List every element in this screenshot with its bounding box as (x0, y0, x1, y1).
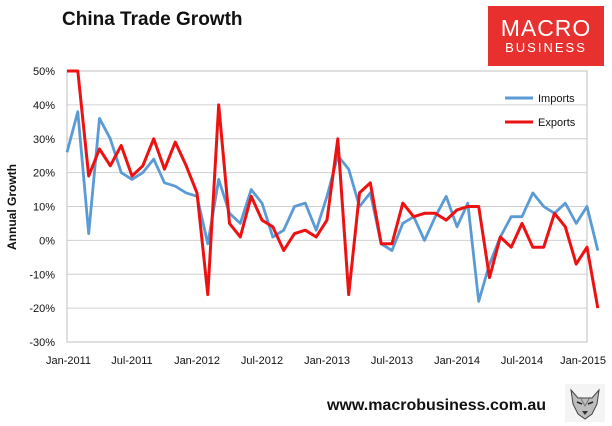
y-tick-label: 20% (33, 168, 55, 180)
wolf-mascot-icon (565, 384, 605, 422)
x-tick-label: Jul-2014 (501, 355, 543, 367)
x-tick-label: Jul-2012 (241, 355, 283, 367)
x-tick-label: Jan-2015 (560, 355, 606, 367)
x-tick-label: Jan-2011 (46, 355, 91, 367)
x-tick-label: Jan-2012 (174, 355, 220, 367)
x-tick-label: Jul-2011 (111, 355, 152, 367)
y-tick-label: -30% (29, 337, 55, 349)
x-tick-labels: Jan-2011 Jul-2011 Jan-2012 Jul-2012 Jan-2013… (46, 355, 606, 367)
legend-label-exports: Exports (538, 117, 576, 129)
grid-lines (67, 70, 587, 343)
y-tick-labels: -30% -20% -10% 0% 10% 20% 30% 40% 50% (29, 66, 55, 349)
series-line-exports (67, 69, 600, 309)
macrobusiness-logo: MACRO BUSINESS (488, 6, 604, 66)
x-tick-label: Jul-2013 (371, 355, 413, 367)
series-lines (65, 69, 600, 309)
y-tick-label: 50% (33, 66, 55, 78)
x-tick-label: Jan-2013 (304, 355, 350, 367)
y-tick-label: -20% (29, 303, 55, 315)
y-axis-label: Annual Growth (5, 164, 19, 250)
legend-label-imports: Imports (538, 93, 575, 105)
y-tick-label: 40% (33, 100, 55, 112)
x-tick-label: Jan-2014 (434, 355, 480, 367)
chart-title: China Trade Growth (62, 9, 243, 30)
y-tick-label: 10% (33, 202, 55, 214)
logo-line-1: MACRO (500, 15, 592, 41)
website-url: www.macrobusiness.com.au (327, 397, 547, 414)
logo-line-2: BUSINESS (505, 40, 587, 55)
legend: Imports Exports (505, 93, 576, 129)
y-tick-label: -10% (29, 269, 55, 281)
y-tick-label: 0% (39, 235, 55, 247)
y-tick-label: 30% (33, 134, 55, 146)
